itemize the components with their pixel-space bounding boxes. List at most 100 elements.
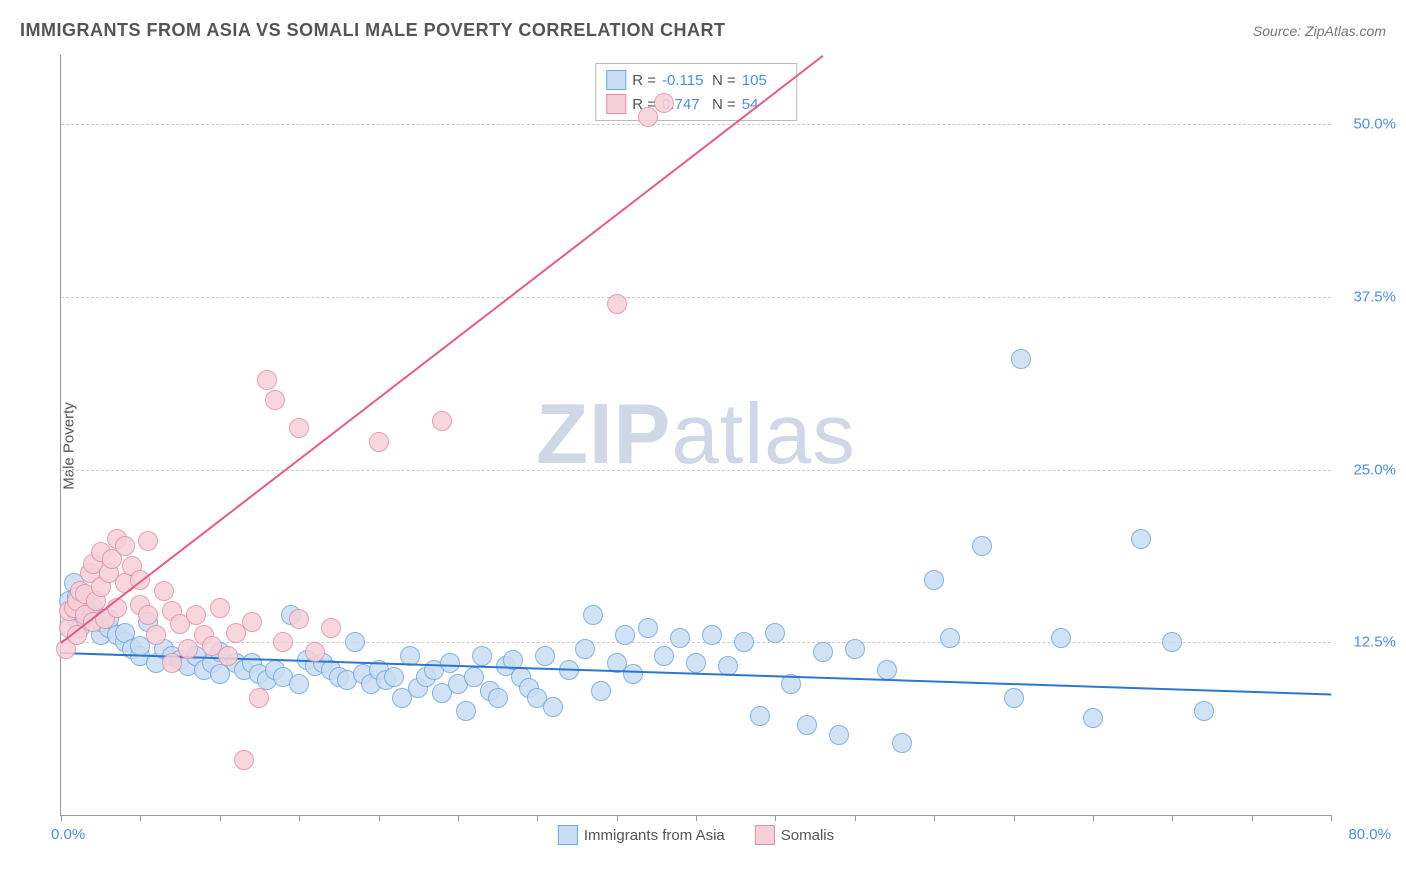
data-point [456,701,476,721]
data-point [575,639,595,659]
data-point [1194,701,1214,721]
data-point [797,715,817,735]
data-point [273,632,293,652]
data-point [257,370,277,390]
data-point [1011,349,1031,369]
stats-r-value-1: -0.115 [662,72,706,89]
x-tick [855,815,856,821]
data-point [734,632,754,652]
legend-swatch-1 [558,825,578,845]
stats-legend: R = -0.115 N = 105 R = 0.747 N = 54 [595,63,797,121]
data-point [345,632,365,652]
data-point [892,733,912,753]
data-point [115,536,135,556]
data-point [702,625,722,645]
legend-swatch-2 [755,825,775,845]
watermark-bold: ZIP [536,387,671,482]
data-point [877,660,897,680]
data-point [623,664,643,684]
data-point [1051,628,1071,648]
data-point [138,531,158,551]
x-tick [379,815,380,821]
data-point [654,646,674,666]
chart-header: IMMIGRANTS FROM ASIA VS SOMALI MALE POVE… [20,20,1386,41]
legend-label-2: Somalis [781,827,834,844]
stats-swatch-2 [606,94,626,114]
data-point [638,107,658,127]
data-point [654,93,674,113]
source-label: Source: ZipAtlas.com [1253,23,1386,39]
data-point [670,628,690,648]
x-tick [61,815,62,821]
bottom-legend: Immigrants from Asia Somalis [558,825,834,845]
x-tick [775,815,776,821]
data-point [924,570,944,590]
data-point [146,625,166,645]
data-point [591,681,611,701]
gridline [61,297,1331,298]
gridline [61,642,1331,643]
data-point [432,411,452,431]
data-point [638,618,658,638]
stats-n-value-2: 54 [742,96,786,113]
x-tick [140,815,141,821]
y-tick-label: 50.0% [1353,116,1396,133]
stats-n-label-2: N = [712,96,736,113]
data-point [845,639,865,659]
legend-item-1: Immigrants from Asia [558,825,725,845]
data-point [583,605,603,625]
data-point [321,618,341,638]
data-point [765,623,785,643]
data-point [154,581,174,601]
data-point [242,612,262,632]
x-tick [1014,815,1015,821]
data-point [289,418,309,438]
data-point [178,639,198,659]
data-point [813,642,833,662]
stats-n-label-1: N = [712,72,736,89]
stats-r-label-1: R = [632,72,656,89]
x-tick [934,815,935,821]
data-point [488,688,508,708]
data-point [440,653,460,673]
x-max-label: 80.0% [1348,826,1391,843]
y-tick-label: 25.0% [1353,461,1396,478]
x-tick [537,815,538,821]
data-point [289,674,309,694]
data-point [535,646,555,666]
x-tick [458,815,459,821]
data-point [615,625,635,645]
scatter-chart: ZIPatlas R = -0.115 N = 105 R = 0.747 N … [60,55,1331,816]
legend-label-1: Immigrants from Asia [584,827,725,844]
data-point [218,646,238,666]
data-point [972,536,992,556]
data-point [265,390,285,410]
data-point [289,609,309,629]
data-point [162,653,182,673]
data-point [1004,688,1024,708]
watermark-rest: atlas [671,387,856,482]
data-point [686,653,706,673]
x-tick [299,815,300,821]
stats-n-value-1: 105 [742,72,786,89]
data-point [543,697,563,717]
y-tick-label: 37.5% [1353,288,1396,305]
data-point [1162,632,1182,652]
x-tick [1172,815,1173,821]
x-tick [1252,815,1253,821]
data-point [210,598,230,618]
data-point [829,725,849,745]
stats-swatch-1 [606,70,626,90]
x-tick [696,815,697,821]
x-tick [1093,815,1094,821]
data-point [384,667,404,687]
x-tick [1331,815,1332,821]
y-tick-label: 12.5% [1353,634,1396,651]
x-tick [220,815,221,821]
data-point [138,605,158,625]
x-min-label: 0.0% [51,826,85,843]
data-point [234,750,254,770]
data-point [249,688,269,708]
gridline [61,470,1331,471]
data-point [1131,529,1151,549]
